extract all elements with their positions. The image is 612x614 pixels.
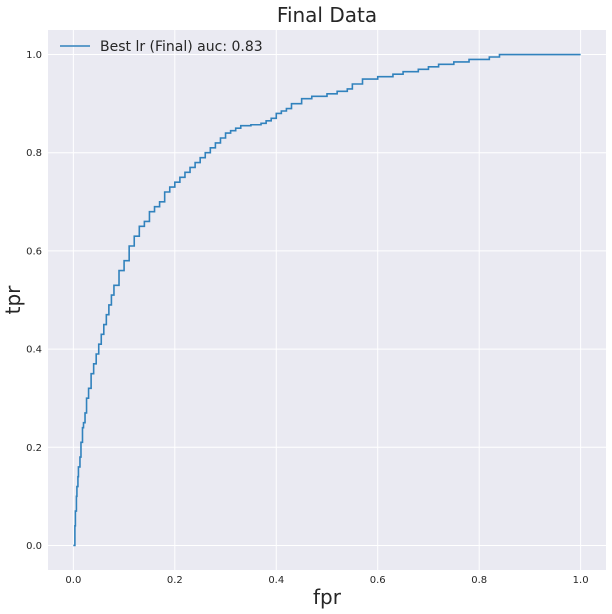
x-tick-label: 0.8 [471,575,487,586]
x-tick-labels: 0.0 0.2 0.4 0.6 0.8 1.0 [65,575,588,586]
legend: Best lr (Final) auc: 0.83 [60,39,263,55]
y-tick-label: 0.2 [26,443,42,454]
plot-area [48,30,606,570]
x-tick-label: 0.6 [370,575,386,586]
series-layer [73,53,581,547]
y-tick-label: 1.0 [26,50,42,61]
x-tick-label: 0.2 [167,575,183,586]
x-tick-label: 0.4 [268,575,284,586]
y-tick-label: 0.6 [26,246,42,257]
y-axis-label: tpr [1,285,25,315]
x-tick-label: 1.0 [573,575,589,586]
chart-title: Final Data [277,3,377,27]
y-tick-label: 0.4 [26,345,42,356]
legend-label: Best lr (Final) auc: 0.83 [100,39,263,55]
x-tick-label: 0.0 [65,575,81,586]
roc-curve-line [73,53,581,547]
y-tick-label: 0.8 [26,148,42,159]
y-tick-label: 0.0 [26,541,42,552]
x-axis-label: fpr [313,585,342,609]
y-tick-labels: 0.0 0.2 0.4 0.6 0.8 1.0 [26,50,42,552]
grid [48,30,606,570]
